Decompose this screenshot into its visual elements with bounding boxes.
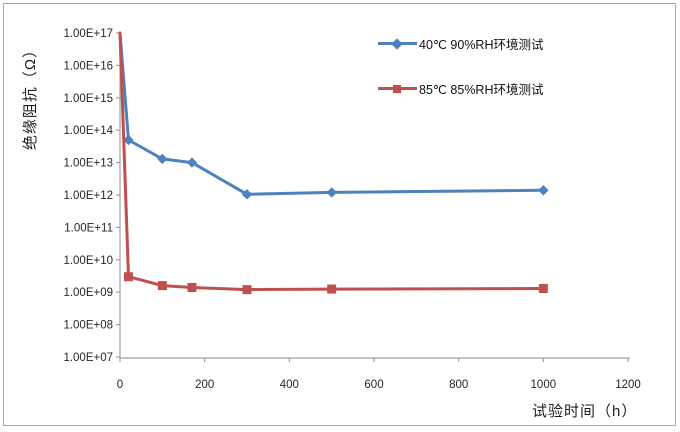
y-tick-label: 1.00E+16: [63, 60, 113, 72]
legend-sample-0: [378, 37, 417, 50]
x-axis-title: 试验时间（h）: [532, 403, 638, 420]
x-tick-label: 800: [449, 379, 468, 391]
square-marker-icon: [157, 281, 167, 291]
square-marker-icon: [393, 84, 401, 93]
x-tick-label: 600: [364, 379, 383, 391]
square-marker-icon: [187, 282, 197, 292]
y-tick-label: 1.00E+15: [63, 93, 113, 105]
square-marker-icon: [242, 285, 252, 295]
diamond-marker-icon: [186, 157, 198, 168]
square-marker-icon: [123, 272, 133, 282]
square-marker-icon: [538, 284, 548, 294]
legend-sample-1: [378, 82, 417, 95]
x-tick-label: 200: [195, 379, 214, 391]
diamond-marker-icon: [391, 37, 403, 50]
y-tick-label: 1.00E+11: [64, 222, 113, 234]
square-marker-icon: [327, 284, 337, 294]
diamond-marker-icon: [538, 185, 549, 196]
legend: 40℃ 90%RH环境测试 85℃ 85%RH环境测试: [378, 0, 578, 110]
x-tick-label: 0: [117, 379, 123, 391]
diamond-marker-icon: [326, 187, 337, 198]
legend-item-series-0: 40℃ 90%RH环境测试: [378, 36, 544, 52]
diamond-marker-icon: [157, 153, 168, 165]
y-tick-label: 1.00E+07: [63, 352, 113, 364]
legend-item-series-1: 85℃ 85%RH环境测试: [378, 81, 544, 97]
y-tick-label: 1.00E+12: [63, 190, 113, 202]
x-tick-label: 1000: [531, 379, 557, 391]
diamond-marker-icon: [241, 189, 253, 200]
y-tick-label: 1.00E+17: [63, 28, 113, 40]
diamond-marker-icon: [123, 134, 134, 146]
y-axis-title: 绝缘阻抗（Ω）: [22, 41, 39, 151]
y-tick-label: 1.00E+10: [63, 255, 113, 267]
x-tick-label: 1200: [615, 379, 641, 391]
y-tick-label: 1.00E+14: [63, 125, 113, 137]
y-tick-label: 1.00E+08: [63, 320, 113, 332]
y-tick-label: 1.00E+09: [63, 287, 113, 299]
y-tick-label: 1.00E+13: [63, 158, 113, 170]
legend-label-0: 40℃ 90%RH环境测试: [419, 38, 544, 52]
x-tick-label: 400: [280, 379, 299, 391]
legend-label-1: 85℃ 85%RH环境测试: [419, 83, 544, 97]
